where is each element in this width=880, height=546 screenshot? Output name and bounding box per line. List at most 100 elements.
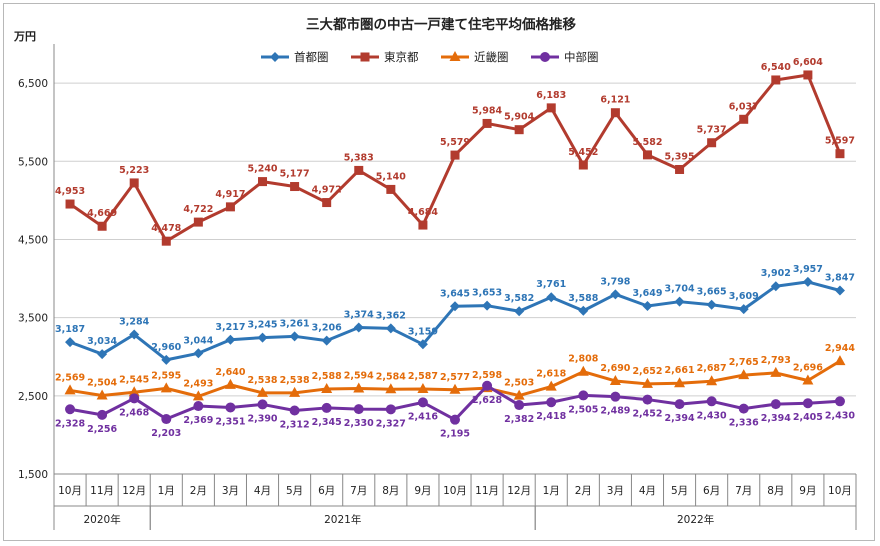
data-point — [450, 301, 460, 312]
data-label: 2,203 — [151, 428, 181, 439]
data-label: 2,696 — [793, 362, 823, 373]
data-point — [545, 380, 557, 391]
data-label: 3,847 — [825, 273, 855, 284]
year-label: 2022年 — [677, 513, 714, 526]
data-label: 2,618 — [536, 369, 566, 380]
data-point — [514, 306, 525, 317]
data-point — [770, 366, 782, 377]
data-label: 3,187 — [55, 324, 85, 335]
data-point — [641, 377, 653, 388]
x-tick-label: 10月 — [828, 485, 852, 497]
data-point — [160, 382, 172, 393]
data-point — [449, 383, 461, 394]
data-point — [65, 337, 76, 348]
x-tick-label: 8月 — [767, 485, 784, 497]
data-point — [610, 391, 621, 402]
data-label: 2,577 — [440, 372, 470, 383]
data-label: 2,345 — [312, 417, 342, 428]
data-label: 4,684 — [408, 207, 438, 218]
data-label: 4,478 — [151, 223, 181, 234]
data-point — [161, 236, 171, 246]
data-point — [610, 289, 621, 300]
data-point — [65, 404, 76, 415]
data-point — [257, 332, 268, 343]
data-label: 2,405 — [793, 412, 823, 423]
data-label: 2,504 — [87, 378, 117, 389]
data-label: 3,588 — [568, 293, 598, 304]
data-label: 2,793 — [761, 355, 791, 366]
data-point — [610, 108, 620, 118]
data-label: 5,140 — [376, 171, 406, 182]
data-label: 2,416 — [408, 411, 438, 422]
data-point — [360, 52, 370, 62]
data-point — [738, 403, 749, 414]
data-label: 4,953 — [55, 186, 85, 197]
data-point — [129, 178, 139, 188]
data-point — [674, 296, 685, 307]
data-point — [450, 414, 460, 425]
data-label: 3,044 — [183, 335, 213, 346]
data-label: 3,034 — [87, 336, 117, 347]
data-label: 2,598 — [472, 370, 502, 381]
data-point — [546, 292, 557, 303]
data-label: 2,944 — [825, 343, 855, 354]
data-point — [674, 399, 685, 410]
year-label: 2020年 — [84, 513, 121, 526]
data-point — [482, 118, 492, 128]
data-point — [802, 374, 814, 385]
x-tick-label: 2月 — [190, 485, 207, 497]
data-point — [354, 165, 364, 175]
data-label: 3,284 — [119, 317, 149, 328]
data-point — [803, 70, 813, 80]
data-point — [802, 398, 813, 409]
data-label: 2,595 — [151, 370, 181, 381]
x-tick-label: 4月 — [254, 485, 271, 497]
data-label: 6,121 — [600, 95, 630, 106]
data-label: 3,261 — [280, 318, 310, 329]
data-label: 3,609 — [729, 291, 759, 302]
data-point — [193, 348, 204, 359]
data-point — [193, 217, 203, 227]
chart-title: 三大都市圏の中古一戸建て住宅平均価格推移 — [306, 16, 576, 33]
legend-label: 首都圏 — [294, 50, 329, 64]
y-tick-label: 5,500 — [18, 156, 48, 168]
data-label: 3,902 — [761, 268, 791, 279]
y-tick-label: 3,500 — [18, 313, 48, 325]
data-label: 3,374 — [344, 309, 374, 320]
data-label: 6,037 — [729, 101, 759, 112]
data-label: 5,395 — [665, 151, 695, 162]
data-point — [290, 182, 300, 192]
data-point — [224, 378, 236, 389]
data-label: 2,690 — [600, 363, 630, 374]
data-point — [353, 382, 365, 393]
data-point — [321, 402, 332, 413]
data-point — [770, 281, 781, 292]
data-label: 2,195 — [440, 429, 470, 440]
data-point — [353, 322, 364, 333]
data-point — [739, 114, 749, 124]
x-tick-label: 9月 — [799, 485, 816, 497]
data-point — [385, 404, 396, 415]
data-label: 2,489 — [600, 406, 630, 417]
x-tick-label: 10月 — [443, 485, 467, 497]
data-label: 2,569 — [55, 372, 85, 383]
data-point — [322, 198, 332, 208]
data-point — [289, 405, 300, 416]
data-label: 2,687 — [697, 363, 727, 374]
data-point — [540, 52, 550, 62]
data-point — [642, 150, 652, 160]
data-point — [514, 400, 525, 411]
data-point — [161, 414, 172, 425]
data-point — [192, 390, 204, 401]
x-tick-label: 2月 — [575, 485, 592, 497]
data-point — [96, 389, 108, 400]
data-label: 2,652 — [632, 366, 662, 377]
data-label: 3,957 — [793, 264, 823, 275]
data-point — [609, 374, 621, 385]
data-point — [675, 164, 685, 174]
y-tick-label: 6,500 — [18, 78, 48, 90]
axes: 1,500 2,500 3,500 4,500 5,500 6,500 10月 11月 12月 1… — [18, 44, 857, 530]
x-tick-label: 7月 — [735, 485, 752, 497]
data-label: 2,328 — [55, 418, 85, 429]
